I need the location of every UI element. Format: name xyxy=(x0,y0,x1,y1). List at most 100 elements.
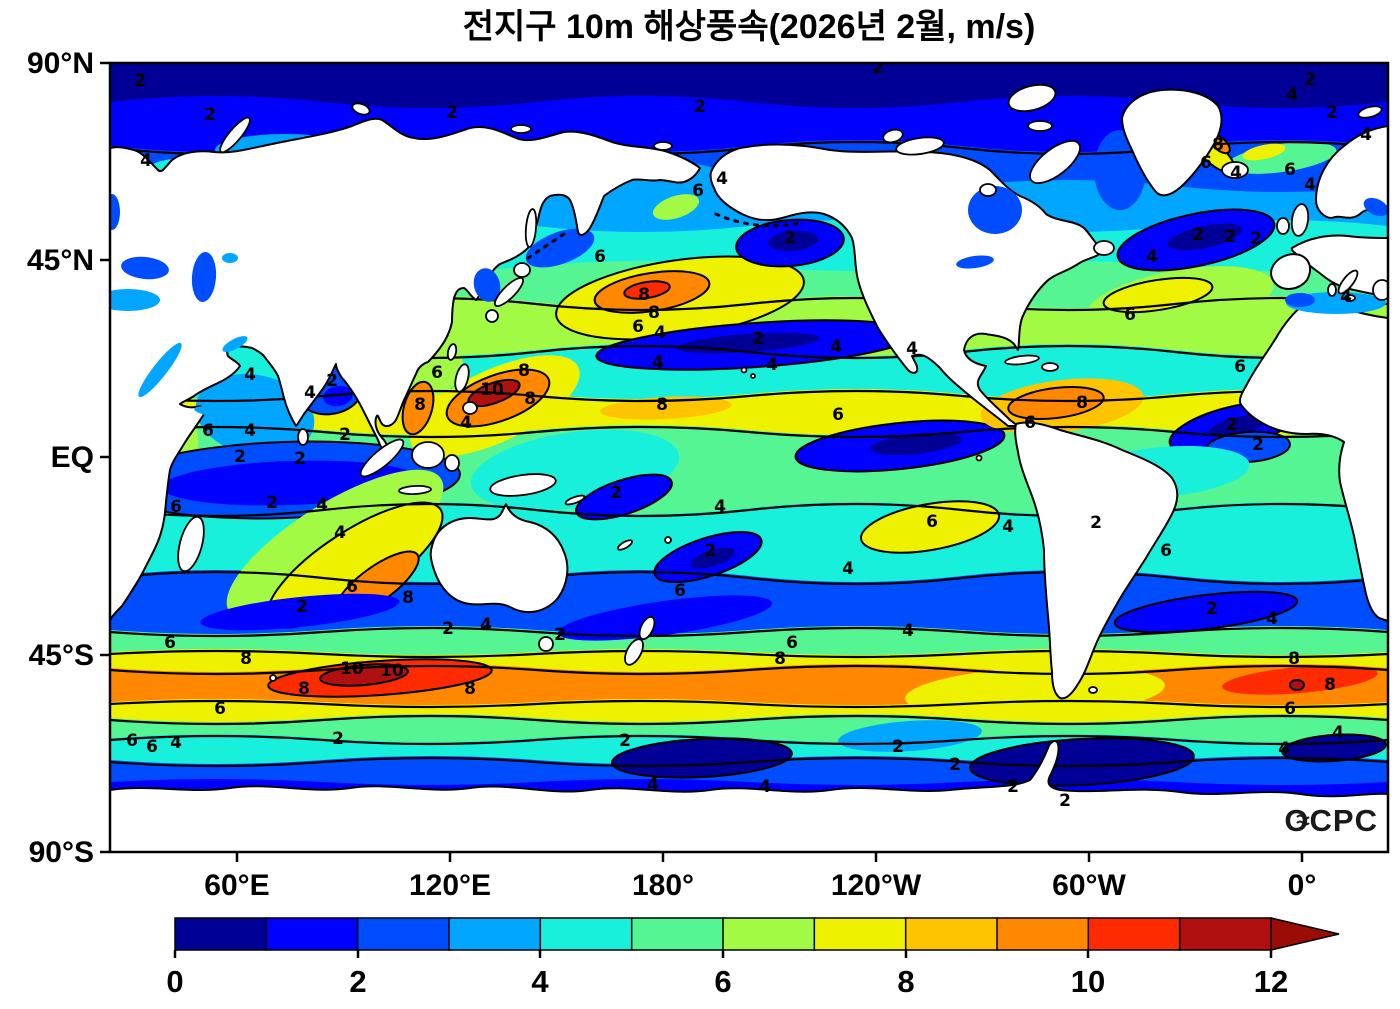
lon-tick-label: 120°W xyxy=(831,869,922,902)
island-ireland xyxy=(1276,217,1290,235)
colorbar-segment xyxy=(448,917,542,951)
contour-label: 6 xyxy=(1200,153,1212,173)
colorbar-tick-label: 0 xyxy=(166,964,183,999)
island-cuba xyxy=(1004,354,1040,366)
kuril-islands-chain xyxy=(526,232,566,260)
island-sri-lanka xyxy=(297,428,309,446)
island-nz-south xyxy=(624,638,644,666)
page-title: 전지구 10m 해상풍속(2026년 2월, m/s) xyxy=(463,8,1036,46)
contour-label: 6 xyxy=(202,421,214,441)
island-ellesmere xyxy=(1007,83,1057,113)
contour-label: 10 xyxy=(480,380,504,400)
contour-label: 4 xyxy=(766,355,778,375)
land-south-america xyxy=(1014,421,1179,700)
contour-label: 2 xyxy=(294,449,306,469)
contour-label: 4 xyxy=(1146,247,1158,267)
colorbar-tick-label: 12 xyxy=(1254,964,1288,999)
contour-label: 4 xyxy=(334,523,346,543)
contour-label: 6 xyxy=(1124,305,1136,325)
contour-label: 4 xyxy=(1278,739,1290,759)
contour-label: 2 xyxy=(1250,229,1262,249)
wind-feature xyxy=(558,595,772,641)
colorbar-segment xyxy=(813,917,908,951)
colorbar-segment xyxy=(1178,917,1273,951)
island-mindanao xyxy=(462,401,478,415)
wind-feature xyxy=(690,547,736,569)
contour-label: 6 xyxy=(346,577,358,597)
inland-sea xyxy=(473,268,501,302)
contour-label: 4 xyxy=(654,323,666,343)
lat-tick-label: EQ xyxy=(51,441,94,474)
contour-label: 2 xyxy=(892,737,904,757)
contour-label: 6 xyxy=(926,512,938,532)
island-falkland xyxy=(1088,686,1098,694)
land-australia xyxy=(429,503,569,614)
colorbar-segment xyxy=(356,917,451,951)
inland-sea xyxy=(110,194,120,230)
lat-tick-label: 90°N xyxy=(27,47,94,80)
wind-feature xyxy=(870,432,962,456)
island-hawaii-2 xyxy=(750,373,756,379)
contour-label: 8 xyxy=(656,395,668,415)
contour-label: 4 xyxy=(1286,85,1298,105)
contour-label: 4 xyxy=(652,353,664,373)
contour-label: 2 xyxy=(704,541,716,561)
inland-sea xyxy=(194,406,238,418)
ocpc-wave-icon xyxy=(1296,814,1310,826)
contour-label: 6 xyxy=(126,731,138,751)
island-italy xyxy=(1337,269,1359,295)
island-honshu xyxy=(494,277,524,307)
island-galapagos xyxy=(975,454,983,462)
contour-label: 4 xyxy=(647,775,659,795)
island-new-guinea xyxy=(489,473,557,497)
colorbar-segment xyxy=(722,917,816,951)
contour-line xyxy=(110,664,1388,676)
contour-line xyxy=(110,756,1388,768)
island-wrangel xyxy=(653,141,673,151)
contour-label: 8 xyxy=(1324,675,1336,695)
island-sumatra xyxy=(359,438,405,478)
contour-line xyxy=(110,425,1388,439)
island-java xyxy=(398,485,432,495)
island-luzon xyxy=(454,363,470,393)
contour-label: 4 xyxy=(304,383,316,403)
contour-label: 6 xyxy=(832,405,844,425)
contour-label: 10 xyxy=(340,659,364,679)
island-severnaya-zemlya xyxy=(351,102,371,116)
island-new-siberian xyxy=(510,124,532,134)
wind-feature xyxy=(1289,679,1305,691)
colorbar-tick-label: 4 xyxy=(531,964,549,999)
contour-label: 2 xyxy=(752,329,764,349)
inland-sea xyxy=(121,256,169,280)
island-svalbard xyxy=(1357,105,1383,119)
colorbar-tick-label: 8 xyxy=(897,964,914,999)
contour-label: 4 xyxy=(316,495,328,515)
contour-label: 4 xyxy=(1304,175,1316,195)
contour-label: 4 xyxy=(830,337,842,357)
contour-line xyxy=(110,626,1388,638)
contour-label: 4 xyxy=(1360,125,1372,145)
contour-line xyxy=(110,570,1388,586)
contour-label: 6 xyxy=(431,363,443,383)
contour-label: 8 xyxy=(402,588,414,608)
contour-label: 2 xyxy=(134,71,146,91)
inland-sea xyxy=(1363,197,1388,217)
contour-label: 8 xyxy=(298,679,310,699)
contour-label: 2 xyxy=(204,105,216,125)
contour-label: 6 xyxy=(1234,357,1246,377)
contour-label: 6 xyxy=(214,699,226,719)
contour-label: 6 xyxy=(1024,413,1036,433)
contour-label: 6 xyxy=(1284,699,1296,719)
contour-label: 4 xyxy=(1266,609,1278,629)
contour-label: 2 xyxy=(296,597,308,617)
island-sardinia xyxy=(1327,283,1337,297)
island-victoria-island xyxy=(895,136,945,156)
colorbar-segment xyxy=(539,917,634,951)
contour-label: 10 xyxy=(380,661,404,681)
island-madagascar xyxy=(177,515,205,573)
colorbar-segment xyxy=(1087,917,1182,951)
wind-feature xyxy=(600,396,732,420)
